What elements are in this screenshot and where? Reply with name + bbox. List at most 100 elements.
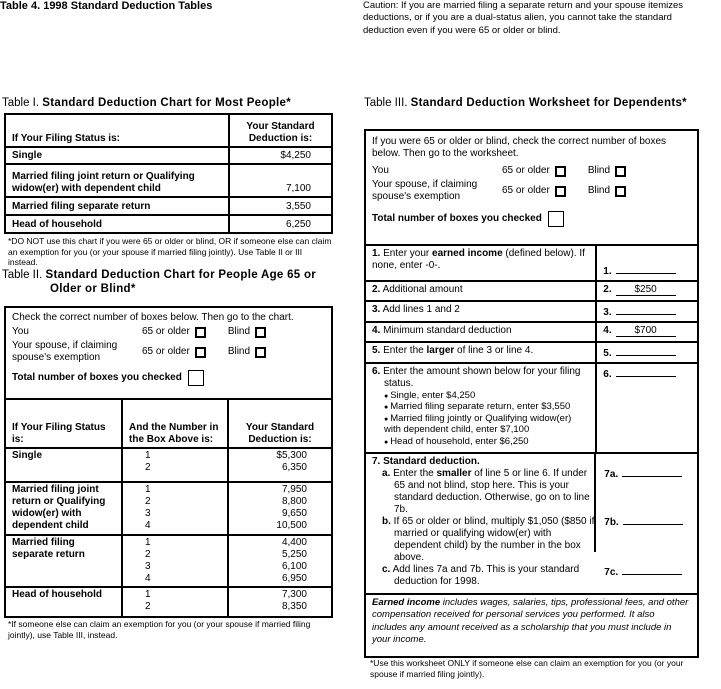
table3-heading: Table III. Standard Deduction Worksheet …: [364, 97, 704, 111]
table2-intro: Check the correct number of boxes below.…: [12, 312, 294, 323]
table1-footnote: *DO NOT use this chart if you were 65 or…: [8, 236, 332, 268]
box-number: 3: [145, 508, 151, 519]
table2: If Your Filing Status is: And the Number …: [4, 398, 333, 618]
line7a-input[interactable]: [622, 466, 683, 477]
line-label: 4.: [603, 325, 612, 336]
you-blind-checkbox[interactable]: [255, 326, 267, 338]
line7a-text-end: of line 5 or line 6. If under 65 and not…: [394, 468, 590, 515]
table3-checkbox-section: If you were 65 or older or blind, check …: [364, 129, 699, 246]
table2-title: Standard Deduction Chart for People Age …: [45, 269, 317, 295]
line1-text: Enter your: [383, 248, 433, 259]
deduction-value: 7,300: [281, 589, 307, 600]
line-label: 7a.: [604, 469, 619, 480]
spouse-65-checkbox[interactable]: [194, 346, 206, 358]
line-number: 3.: [372, 304, 381, 315]
column-divider: [594, 454, 597, 552]
total-label: Total number of boxes you checked: [372, 213, 542, 224]
blind-label: Blind: [227, 326, 251, 337]
deduction-value: 5,250: [281, 549, 307, 560]
table2-header-number: And the Number in the Box Above is:: [121, 398, 229, 449]
you-blind-checkbox[interactable]: [615, 165, 627, 177]
table2-row: Single 1 2 $5,300 6,350: [4, 447, 333, 483]
box-number: 4: [145, 573, 151, 584]
spouse-65-checkbox[interactable]: [554, 185, 566, 197]
older-label: 65 or older: [142, 346, 190, 357]
total-box[interactable]: [547, 211, 564, 227]
deduction-value: $5,300: [276, 450, 307, 461]
deduction-value: 9,650: [281, 508, 307, 519]
line-number: 5.: [372, 345, 381, 356]
line7b-text: If 65 or older or blind, multiply $1,050…: [393, 516, 595, 563]
table2-footnote: *If someone else can claim an exemption …: [8, 619, 311, 640]
line5-text-end: of line 3 or line 4.: [454, 345, 534, 356]
line7-heading: 7. Standard deduction.: [372, 456, 596, 468]
box-number: 1: [145, 537, 151, 548]
spouse-blind-checkbox[interactable]: [255, 346, 267, 358]
box-number: 2: [145, 462, 151, 473]
line6-text: Enter the amount shown below for your fi…: [383, 366, 581, 389]
line3-text: Add lines 1 and 2: [382, 304, 460, 315]
spouse-label: Your spouse, if claiming spouse's exempt…: [372, 179, 478, 202]
line4-input[interactable]: $700: [615, 326, 676, 337]
list-item: Head of household, enter $6,250: [384, 436, 589, 447]
table1: If Your Filing Status is: Your Standard D…: [4, 113, 333, 234]
table1-prefix: Table I.: [2, 97, 40, 109]
older-label: 65 or older: [142, 326, 190, 337]
line5-bold: larger: [426, 345, 455, 356]
table2-row: Head of household 1 2 7,300 8,350: [4, 586, 333, 618]
box-number: 2: [145, 549, 151, 560]
line-number: 4.: [372, 325, 381, 336]
deduction-value: 10,500: [276, 520, 307, 531]
you-65-checkbox[interactable]: [554, 165, 566, 177]
table3-title: Standard Deduction Worksheet for Depende…: [410, 97, 687, 109]
deduction-value: 4,400: [281, 537, 307, 548]
you-label: You: [12, 326, 29, 337]
line-label: 7c.: [604, 567, 619, 578]
box-number: 4: [145, 520, 151, 531]
deduction-value: 6,350: [281, 462, 307, 473]
earned-income-term: Earned income: [372, 597, 441, 608]
you-label: You: [372, 165, 389, 176]
table3-footnote: *Use this worksheet ONLY if someone else…: [370, 658, 684, 679]
table2-prefix: Table II.: [2, 269, 43, 281]
line2-input[interactable]: $250: [615, 285, 676, 296]
deduction-value: 6,950: [281, 573, 307, 584]
table2-header-status: If Your Filing Status is:: [4, 398, 123, 449]
table2-status: Head of household: [4, 586, 123, 618]
box-number: 1: [145, 484, 151, 495]
worksheet: 1. Enter your earned income (defined bel…: [363, 244, 699, 658]
table1-header-deduction: Your Standard Deduction is:: [228, 113, 333, 148]
table1-status: Married filing joint return or Qualifyin…: [4, 163, 230, 198]
line1-input[interactable]: [615, 263, 676, 274]
table2-heading: Table II. Standard Deduction Chart for P…: [2, 269, 342, 297]
box-number: 1: [145, 589, 151, 600]
line7a-text: Enter the: [393, 468, 437, 479]
table1-value: $4,250: [228, 146, 333, 165]
table1-header-status: If Your Filing Status is:: [4, 113, 230, 148]
table1-heading: Table I. Standard Deduction Chart for Mo…: [2, 97, 291, 111]
table2-checkbox-section: Check the correct number of boxes below.…: [4, 306, 333, 400]
caution-note: Caution: If you are married filing a sep…: [363, 0, 683, 36]
line7c-input[interactable]: [622, 564, 683, 575]
line7-title: Standard deduction.: [383, 456, 480, 467]
line7b-input[interactable]: [622, 514, 683, 525]
total-box[interactable]: [187, 370, 204, 386]
list-item: Single, enter $4,250: [384, 390, 589, 401]
spouse-blind-checkbox[interactable]: [615, 185, 627, 197]
table2-row: Married filing joint return or Qualifyin…: [4, 481, 333, 536]
deduction-value: 8,800: [281, 496, 307, 507]
line1-bold: earned income: [432, 248, 503, 259]
table2-header-deduction: Your Standard Deduction is:: [227, 398, 333, 449]
line7c-text: Add lines 7a and 7b. This is your standa…: [392, 564, 580, 587]
table1-value: 6,250: [228, 214, 333, 234]
you-65-checkbox[interactable]: [194, 326, 206, 338]
table3-prefix: Table III.: [364, 97, 408, 109]
line7a-bold: smaller: [436, 468, 472, 479]
line-label: 7b.: [604, 517, 619, 528]
line6-input[interactable]: [615, 366, 676, 377]
line-number: 6.: [372, 366, 381, 377]
line3-input[interactable]: [615, 304, 676, 315]
line2-text: Additional amount: [382, 284, 463, 295]
line5-input[interactable]: [615, 345, 676, 356]
